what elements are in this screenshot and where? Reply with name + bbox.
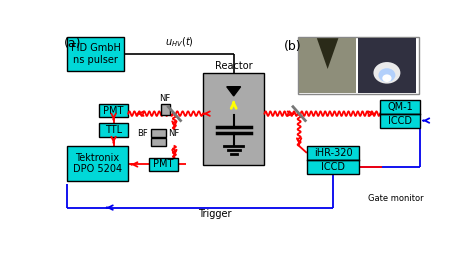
Text: Trigger: Trigger [199, 209, 232, 219]
Text: BF: BF [137, 129, 147, 138]
Bar [307, 160, 359, 174]
Bar [203, 73, 264, 165]
Text: TTL: TTL [105, 125, 122, 135]
Text: (a): (a) [64, 37, 82, 50]
Text: QM-1: QM-1 [387, 102, 413, 112]
Bar [380, 100, 420, 114]
Bar [99, 104, 128, 118]
Text: (b): (b) [284, 40, 301, 53]
Text: ICCD: ICCD [388, 116, 412, 125]
Text: PMT: PMT [154, 160, 174, 169]
Bar [299, 38, 356, 93]
Bar [151, 138, 166, 146]
Text: Gate monitor: Gate monitor [368, 194, 424, 203]
Ellipse shape [374, 62, 401, 84]
Bar [298, 37, 419, 94]
Bar [66, 146, 128, 181]
Bar [99, 123, 128, 137]
Text: NF: NF [160, 94, 171, 103]
Bar [66, 37, 124, 71]
Bar [358, 38, 416, 93]
Text: PMT: PMT [103, 106, 124, 116]
Bar [149, 157, 178, 171]
Bar [161, 104, 170, 115]
Text: NF: NF [168, 129, 180, 138]
Text: iHR-320: iHR-320 [314, 148, 352, 158]
Bar [307, 146, 359, 160]
Bar [151, 129, 166, 137]
Text: $u_{HV}(t)$: $u_{HV}(t)$ [164, 35, 193, 49]
Text: ICCD: ICCD [321, 162, 345, 172]
Text: Tektronix
DPO 5204: Tektronix DPO 5204 [73, 152, 122, 174]
Text: FID GmbH
ns pulser: FID GmbH ns pulser [71, 43, 120, 65]
Bar [380, 114, 420, 128]
Polygon shape [227, 87, 241, 96]
Ellipse shape [383, 74, 392, 82]
Text: Reactor: Reactor [215, 60, 253, 71]
Ellipse shape [378, 68, 395, 82]
Polygon shape [317, 38, 338, 69]
